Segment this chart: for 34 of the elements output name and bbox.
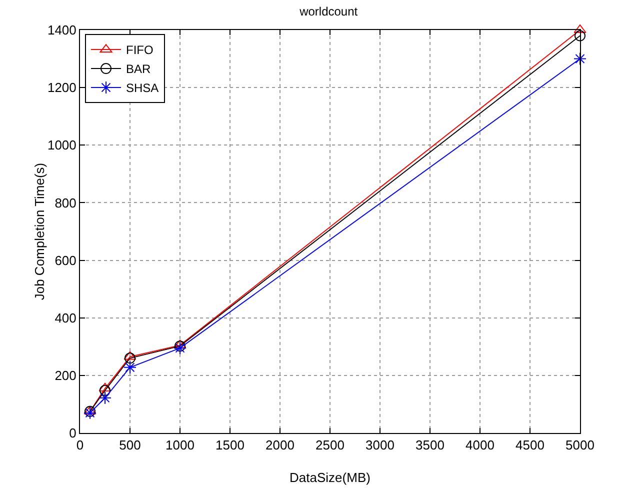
x-tick-label: 3000	[366, 438, 394, 453]
y-tick-label: 1200	[47, 80, 76, 96]
x-tick-label: 500	[119, 438, 141, 453]
y-tick-label: 400	[54, 310, 76, 326]
y-tick-label: 0	[69, 426, 76, 441]
point	[98, 391, 112, 404]
point	[84, 406, 96, 420]
legend-label: SHSA	[126, 81, 159, 96]
y-tick-label: 600	[54, 252, 76, 268]
x-tick-label: 4500	[516, 438, 544, 453]
x-tick-label: 2500	[316, 438, 344, 453]
y-tick-label: 1400	[47, 22, 76, 38]
x-tick-label: 2000	[266, 438, 294, 453]
x-tick-label: 1000	[166, 438, 194, 453]
x-axis-title: DataSize(MB)	[290, 470, 370, 485]
y-tick-label: 1000	[47, 138, 76, 153]
y-tick-label: 200	[54, 368, 76, 383]
chart-title: worldcount	[298, 4, 358, 19]
legend-label: BAR	[126, 62, 152, 76]
point	[574, 30, 586, 42]
point	[174, 340, 186, 352]
point	[84, 406, 96, 417]
point	[100, 384, 110, 396]
x-tick-label: 5000	[566, 438, 594, 453]
legend-label: FIFO	[126, 43, 154, 58]
point	[124, 352, 136, 364]
point	[574, 52, 586, 66]
point	[174, 342, 186, 355]
point	[124, 360, 136, 374]
x-tick-label: 4000	[466, 438, 494, 453]
y-axis-title: Job Completion Time(s)	[32, 162, 47, 300]
x-tick-label: 3500	[416, 438, 444, 453]
x-tick-label: 1500	[216, 438, 244, 453]
y-tick-label: 800	[54, 195, 76, 210]
